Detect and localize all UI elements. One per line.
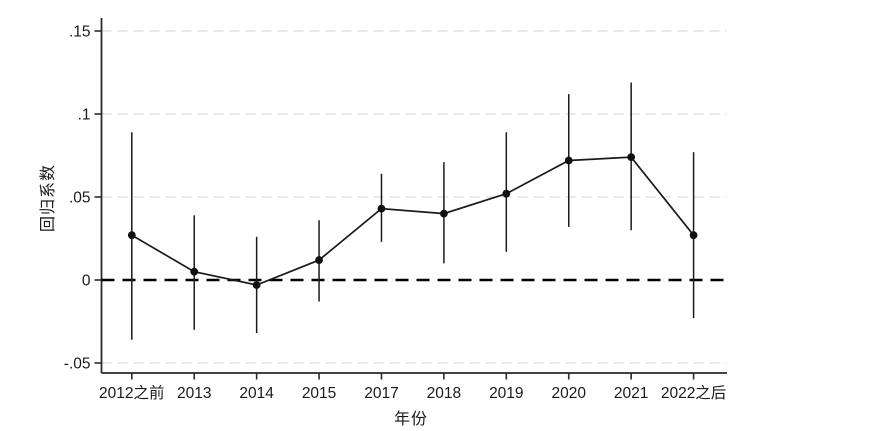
x-tick-label: 2015 xyxy=(302,385,336,402)
x-tick-label: 2019 xyxy=(489,385,523,402)
y-tick-label: 0 xyxy=(82,273,91,290)
x-axis-title: 年份 xyxy=(393,411,429,428)
data-point-marker xyxy=(377,204,386,213)
data-point-marker xyxy=(127,231,136,240)
y-tick-label: -.05 xyxy=(64,356,91,373)
x-tick-label: 2018 xyxy=(427,385,461,402)
data-point-marker xyxy=(627,153,636,162)
y-axis-title: 回归系数 xyxy=(40,163,57,233)
x-tick-label: 2014 xyxy=(239,385,274,402)
series-line xyxy=(131,156,695,286)
data-point-marker xyxy=(564,156,573,165)
data-point-marker xyxy=(440,209,448,218)
x-tick-label: 2012之前 xyxy=(99,384,164,402)
y-tick-label: .15 xyxy=(69,24,91,41)
x-tick-label: 2020 xyxy=(551,385,586,402)
data-point-marker xyxy=(689,231,698,240)
data-point-marker xyxy=(252,281,261,289)
data-point-marker xyxy=(315,256,323,264)
x-tick-label: 2022之后 xyxy=(661,384,726,402)
x-tick-label: 2021 xyxy=(614,385,648,402)
y-tick-label: .1 xyxy=(78,107,91,124)
data-point-marker xyxy=(190,267,199,276)
x-tick-label: 2013 xyxy=(177,385,211,402)
data-point-marker xyxy=(502,189,511,198)
y-tick-label: .05 xyxy=(69,190,91,207)
x-tick-label: 2017 xyxy=(364,385,398,402)
